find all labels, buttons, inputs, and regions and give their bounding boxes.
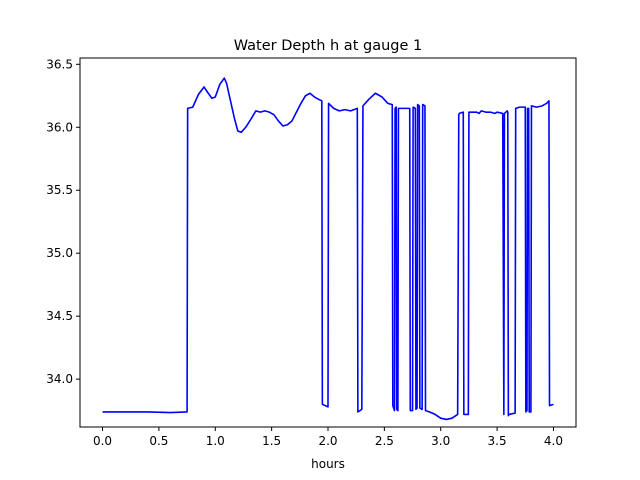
y-tick-label: 34.0: [46, 372, 73, 386]
series-layer: [102, 77, 554, 421]
y-tick-label: 36.5: [46, 57, 73, 71]
x-tick-label: 1.0: [206, 434, 225, 448]
x-tick-label: 1.5: [262, 434, 281, 448]
x-axis-label: hours: [311, 457, 345, 471]
x-tick-label: 0.0: [93, 434, 112, 448]
y-tick-label: 35.0: [46, 246, 73, 260]
series-line: [102, 77, 554, 421]
x-tick-label: 2.5: [375, 434, 394, 448]
x-tick-label: 2.0: [318, 434, 337, 448]
y-tick-label: 36.0: [46, 120, 73, 134]
x-tick-label: 3.0: [431, 434, 450, 448]
y-axis-ticks: 34.0 34.5 35.0 35.5 36.0 36.5: [46, 57, 80, 386]
chart-title: Water Depth h at gauge 1: [234, 38, 422, 54]
y-tick-label: 35.5: [46, 183, 73, 197]
x-tick-label: 3.5: [488, 434, 507, 448]
y-tick-label: 34.5: [46, 309, 73, 323]
x-tick-label: 0.5: [149, 434, 168, 448]
x-tick-label: 4.0: [544, 434, 563, 448]
x-axis-ticks: 0.0 0.5 1.0 1.5 2.0 2.5 3.0 3.5 4.0: [93, 427, 563, 448]
